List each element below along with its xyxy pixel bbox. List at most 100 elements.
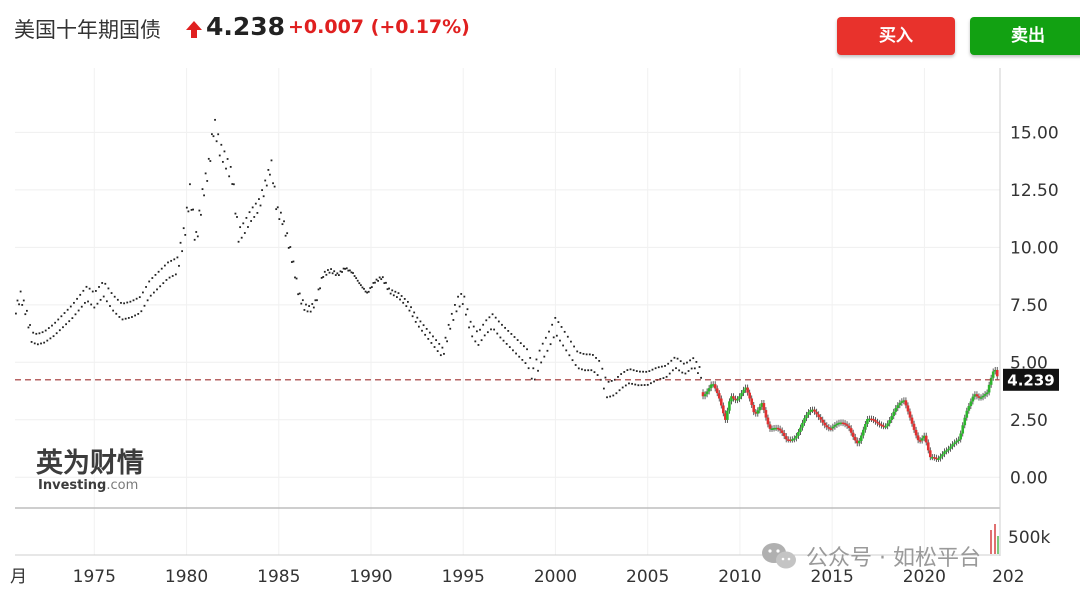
- data-point: [422, 324, 425, 327]
- data-point: [218, 154, 221, 157]
- dot-series: [15, 118, 702, 399]
- data-point: [682, 362, 685, 365]
- data-point: [646, 383, 649, 386]
- data-point: [562, 344, 565, 347]
- candle-body: [726, 410, 729, 420]
- candle-body: [943, 451, 946, 455]
- candle-body: [793, 438, 796, 440]
- candle-body: [979, 397, 983, 399]
- data-point: [494, 316, 497, 319]
- candle-body: [707, 388, 711, 392]
- data-point: [303, 309, 306, 311]
- data-point: [234, 212, 237, 215]
- data-point: [22, 299, 25, 302]
- data-point: [413, 311, 416, 314]
- x-tick-label: 月: [10, 567, 27, 587]
- data-point: [283, 220, 285, 223]
- data-point: [693, 367, 696, 370]
- data-point: [71, 317, 74, 320]
- buy-button[interactable]: 买入: [837, 17, 955, 55]
- data-point: [679, 360, 682, 363]
- candle-body: [906, 405, 910, 412]
- data-point: [264, 179, 267, 182]
- data-point: [592, 354, 594, 356]
- candle-body: [760, 403, 764, 407]
- data-point: [200, 213, 202, 216]
- data-point: [639, 370, 641, 373]
- data-point: [176, 256, 179, 259]
- data-point: [49, 337, 52, 340]
- data-point: [438, 342, 441, 345]
- data-point: [325, 273, 328, 276]
- candle-body: [719, 398, 723, 406]
- data-point: [519, 342, 522, 345]
- price-change-value: +0.007: [288, 16, 365, 38]
- data-point: [582, 352, 585, 355]
- data-point: [181, 250, 184, 253]
- y-tick-label: 5.00: [1010, 353, 1048, 373]
- data-point: [262, 195, 265, 198]
- data-point: [541, 342, 544, 345]
- data-point: [587, 369, 590, 372]
- candle-body: [878, 423, 881, 425]
- price-chart[interactable]: 15.00 12.50 10.00 7.50 5.00 2.50 0.00 月 1975 198…: [0, 60, 1080, 599]
- data-point: [242, 222, 245, 225]
- data-point: [490, 328, 492, 331]
- data-point: [258, 198, 260, 200]
- data-point: [339, 270, 342, 273]
- candle-body: [772, 428, 776, 430]
- data-point: [692, 357, 695, 360]
- data-point: [650, 382, 652, 385]
- candle-body: [924, 435, 928, 443]
- candle-body: [724, 413, 727, 420]
- data-point: [433, 346, 436, 348]
- data-point: [588, 353, 591, 356]
- data-point: [60, 315, 63, 318]
- data-point: [143, 304, 146, 307]
- data-point: [529, 357, 532, 359]
- data-point: [290, 261, 293, 263]
- candle-body: [947, 448, 950, 451]
- data-point: [40, 342, 42, 345]
- data-point: [292, 260, 295, 263]
- candle-body: [920, 438, 924, 441]
- candle-series: [701, 366, 999, 462]
- candle-body: [831, 426, 835, 429]
- y-tick-label: 0.00: [1010, 468, 1048, 488]
- chart-area[interactable]: 15.00 12.50 10.00 7.50 5.00 2.50 0.00 月 1975 198…: [0, 60, 1080, 599]
- candle-body: [888, 420, 891, 424]
- candle-body: [902, 400, 906, 402]
- data-point: [635, 370, 638, 372]
- sell-button[interactable]: 卖出: [970, 17, 1080, 55]
- data-point: [570, 340, 572, 343]
- data-point: [369, 287, 372, 289]
- y-tick-label: 12.50: [1010, 181, 1059, 201]
- data-point: [678, 369, 681, 372]
- data-point: [240, 236, 243, 239]
- volume-bars: [990, 524, 999, 554]
- data-point: [455, 310, 458, 313]
- x-tick-label: 2020: [903, 567, 946, 587]
- data-point: [643, 384, 646, 386]
- candle-body: [805, 414, 808, 419]
- volume-bar: [997, 536, 999, 554]
- data-point: [79, 293, 82, 296]
- candle-body: [973, 394, 977, 397]
- data-point: [54, 321, 57, 324]
- data-point: [18, 303, 20, 306]
- candle-body: [904, 400, 908, 406]
- data-point: [477, 344, 480, 346]
- data-point: [350, 271, 353, 274]
- data-point: [284, 234, 287, 237]
- data-point: [91, 290, 94, 293]
- data-point: [137, 313, 140, 315]
- data-point: [270, 159, 273, 162]
- data-point: [245, 216, 248, 219]
- candle-body: [926, 442, 930, 451]
- candle-body: [874, 420, 877, 422]
- data-point: [267, 169, 270, 171]
- data-point: [416, 316, 419, 319]
- candle-body: [969, 401, 973, 407]
- data-point: [309, 310, 312, 313]
- data-point: [609, 395, 612, 398]
